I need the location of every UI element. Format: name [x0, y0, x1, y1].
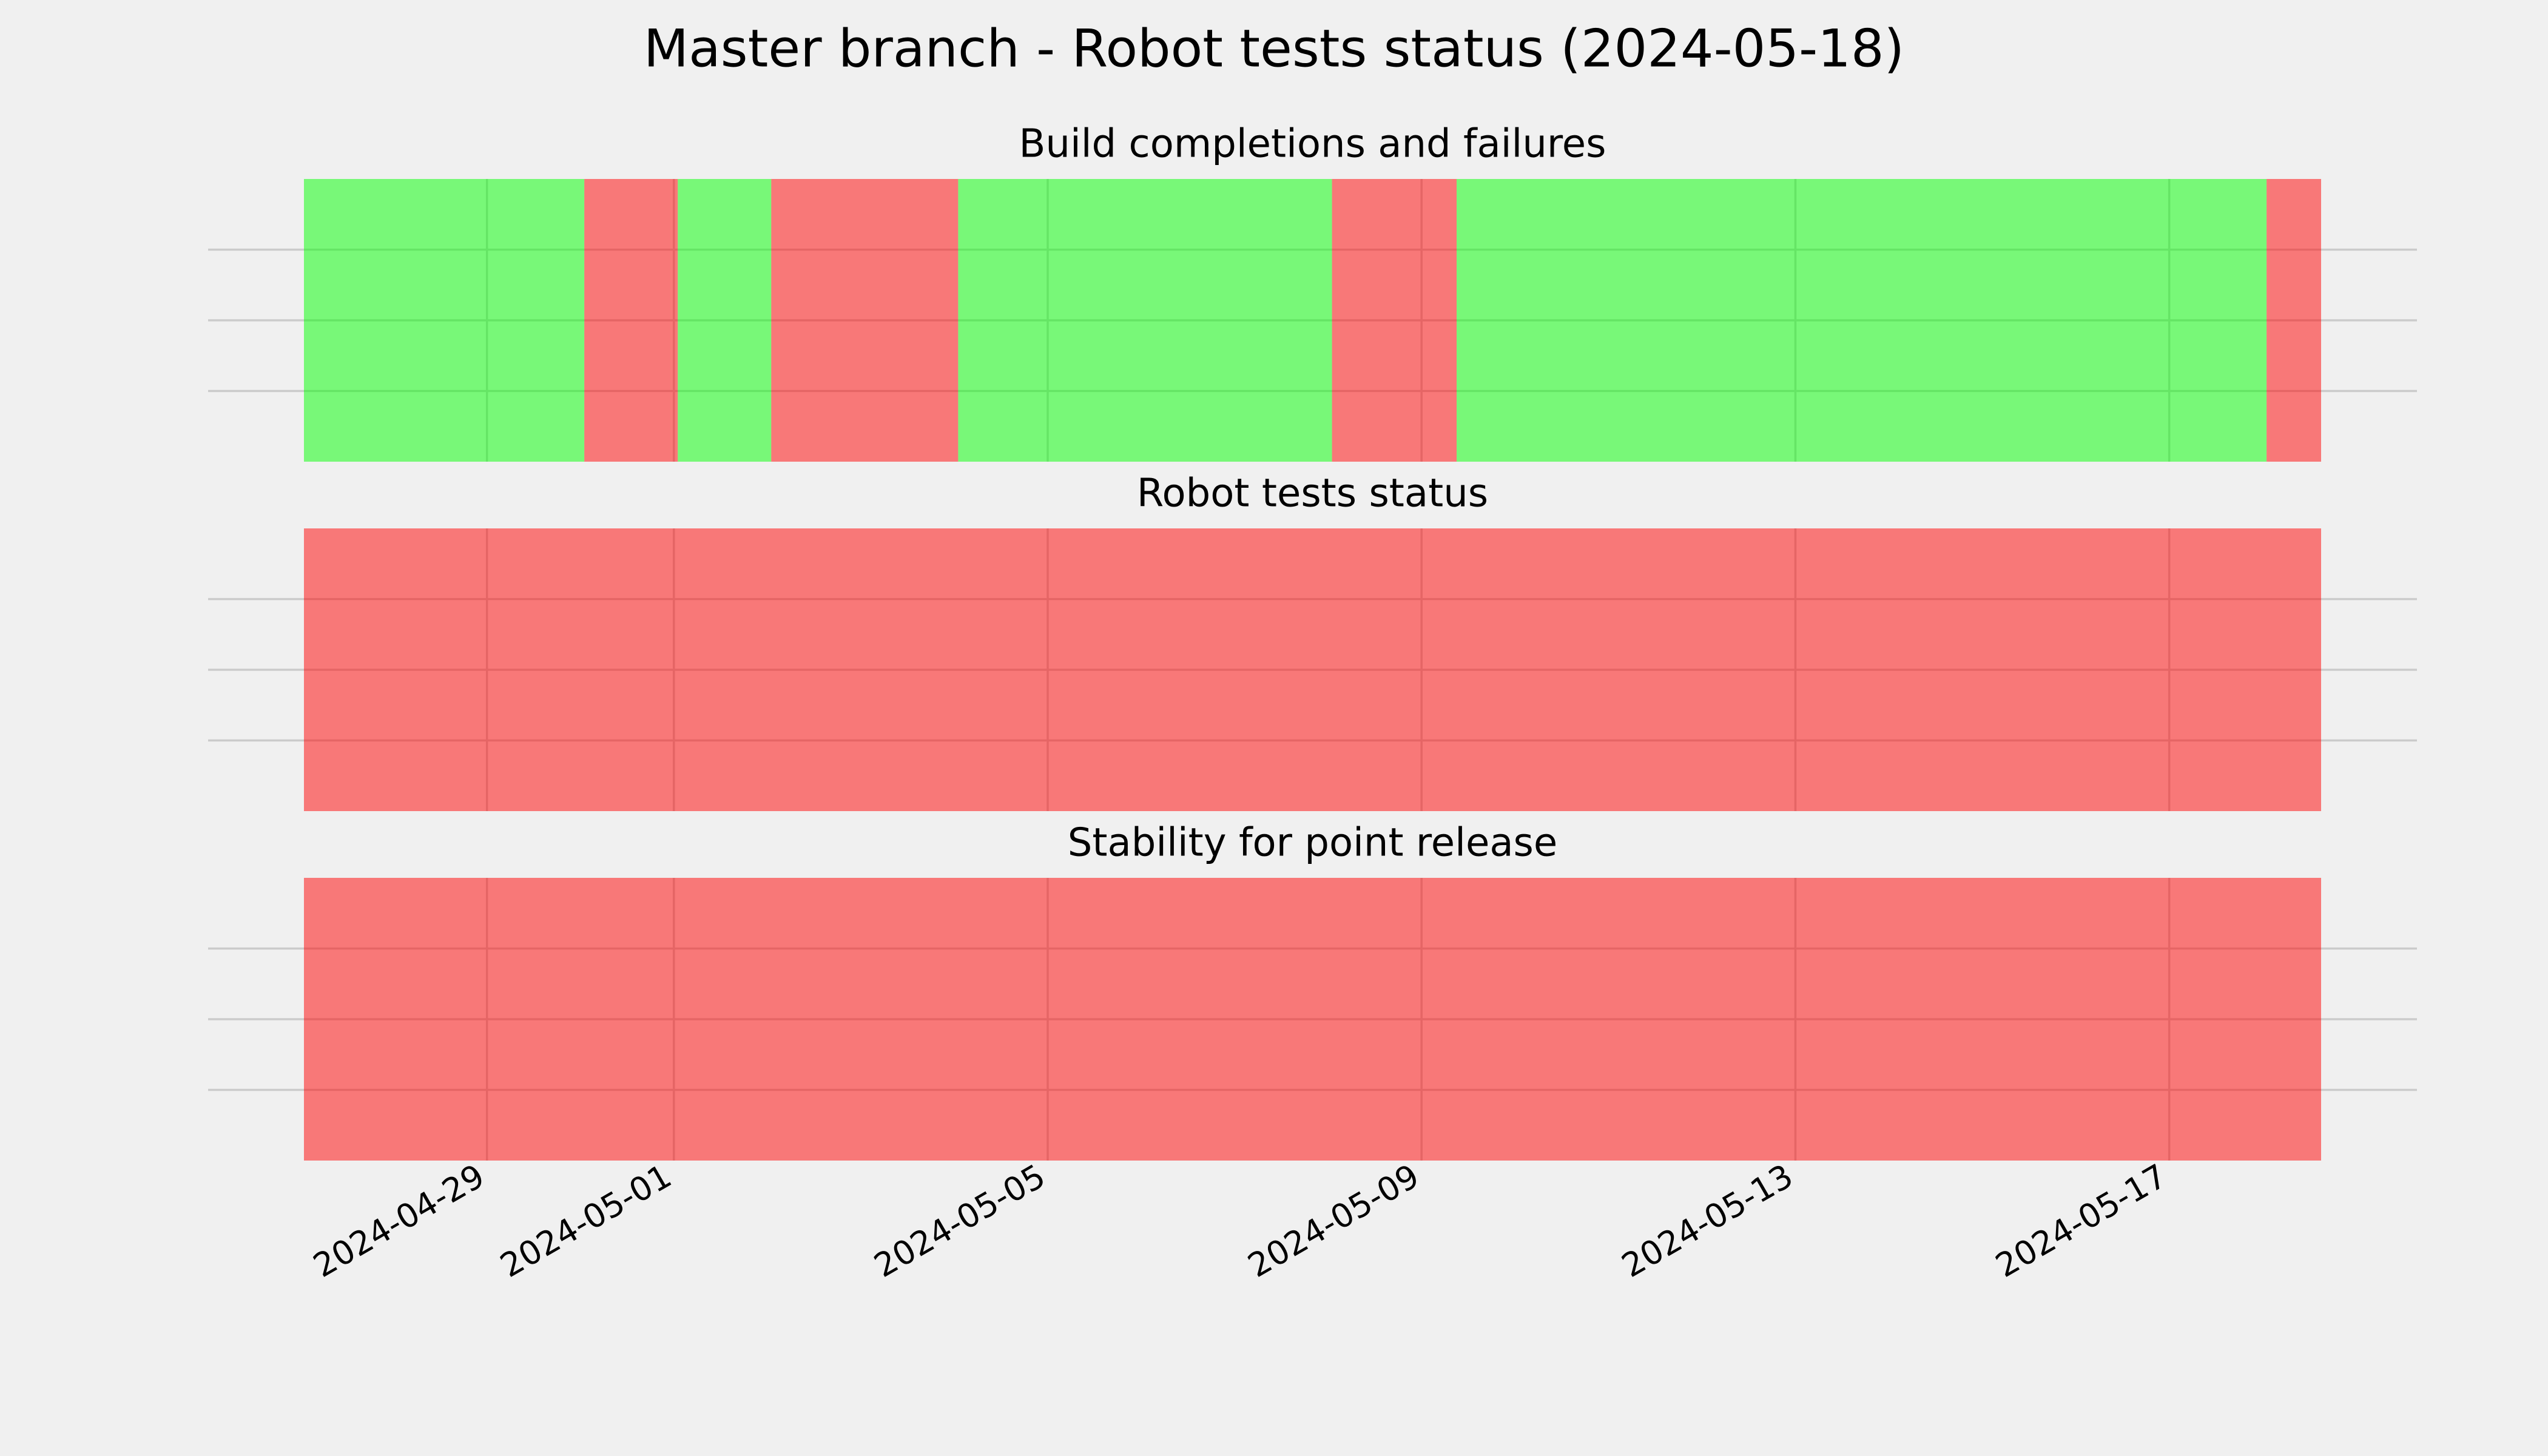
- x-tick-label: 2024-05-05: [868, 1157, 1051, 1285]
- x-tick-label: 2024-05-17: [1989, 1157, 2173, 1285]
- status-span: [304, 878, 2321, 1161]
- status-span: [958, 179, 1332, 462]
- status-span: [304, 528, 2321, 811]
- panel-title: Build completions and failures: [1019, 122, 1606, 167]
- status-span: [584, 179, 678, 462]
- status-span: [2267, 179, 2321, 462]
- panel-title: Robot tests status: [1137, 471, 1488, 516]
- status-span: [1332, 179, 1457, 462]
- x-tick-label: 2024-05-13: [1616, 1157, 1799, 1285]
- chart-title: Master branch - Robot tests status (2024…: [644, 18, 1904, 79]
- status-span: [1457, 179, 2267, 462]
- status-span: [304, 179, 585, 462]
- status-span: [771, 179, 959, 462]
- x-tick-label: 2024-05-01: [494, 1157, 678, 1285]
- x-tick-label: 2024-04-29: [307, 1157, 491, 1285]
- panel-title: Stability for point release: [1068, 821, 1558, 866]
- status-span: [678, 179, 772, 462]
- x-tick-label: 2024-05-09: [1241, 1157, 1425, 1285]
